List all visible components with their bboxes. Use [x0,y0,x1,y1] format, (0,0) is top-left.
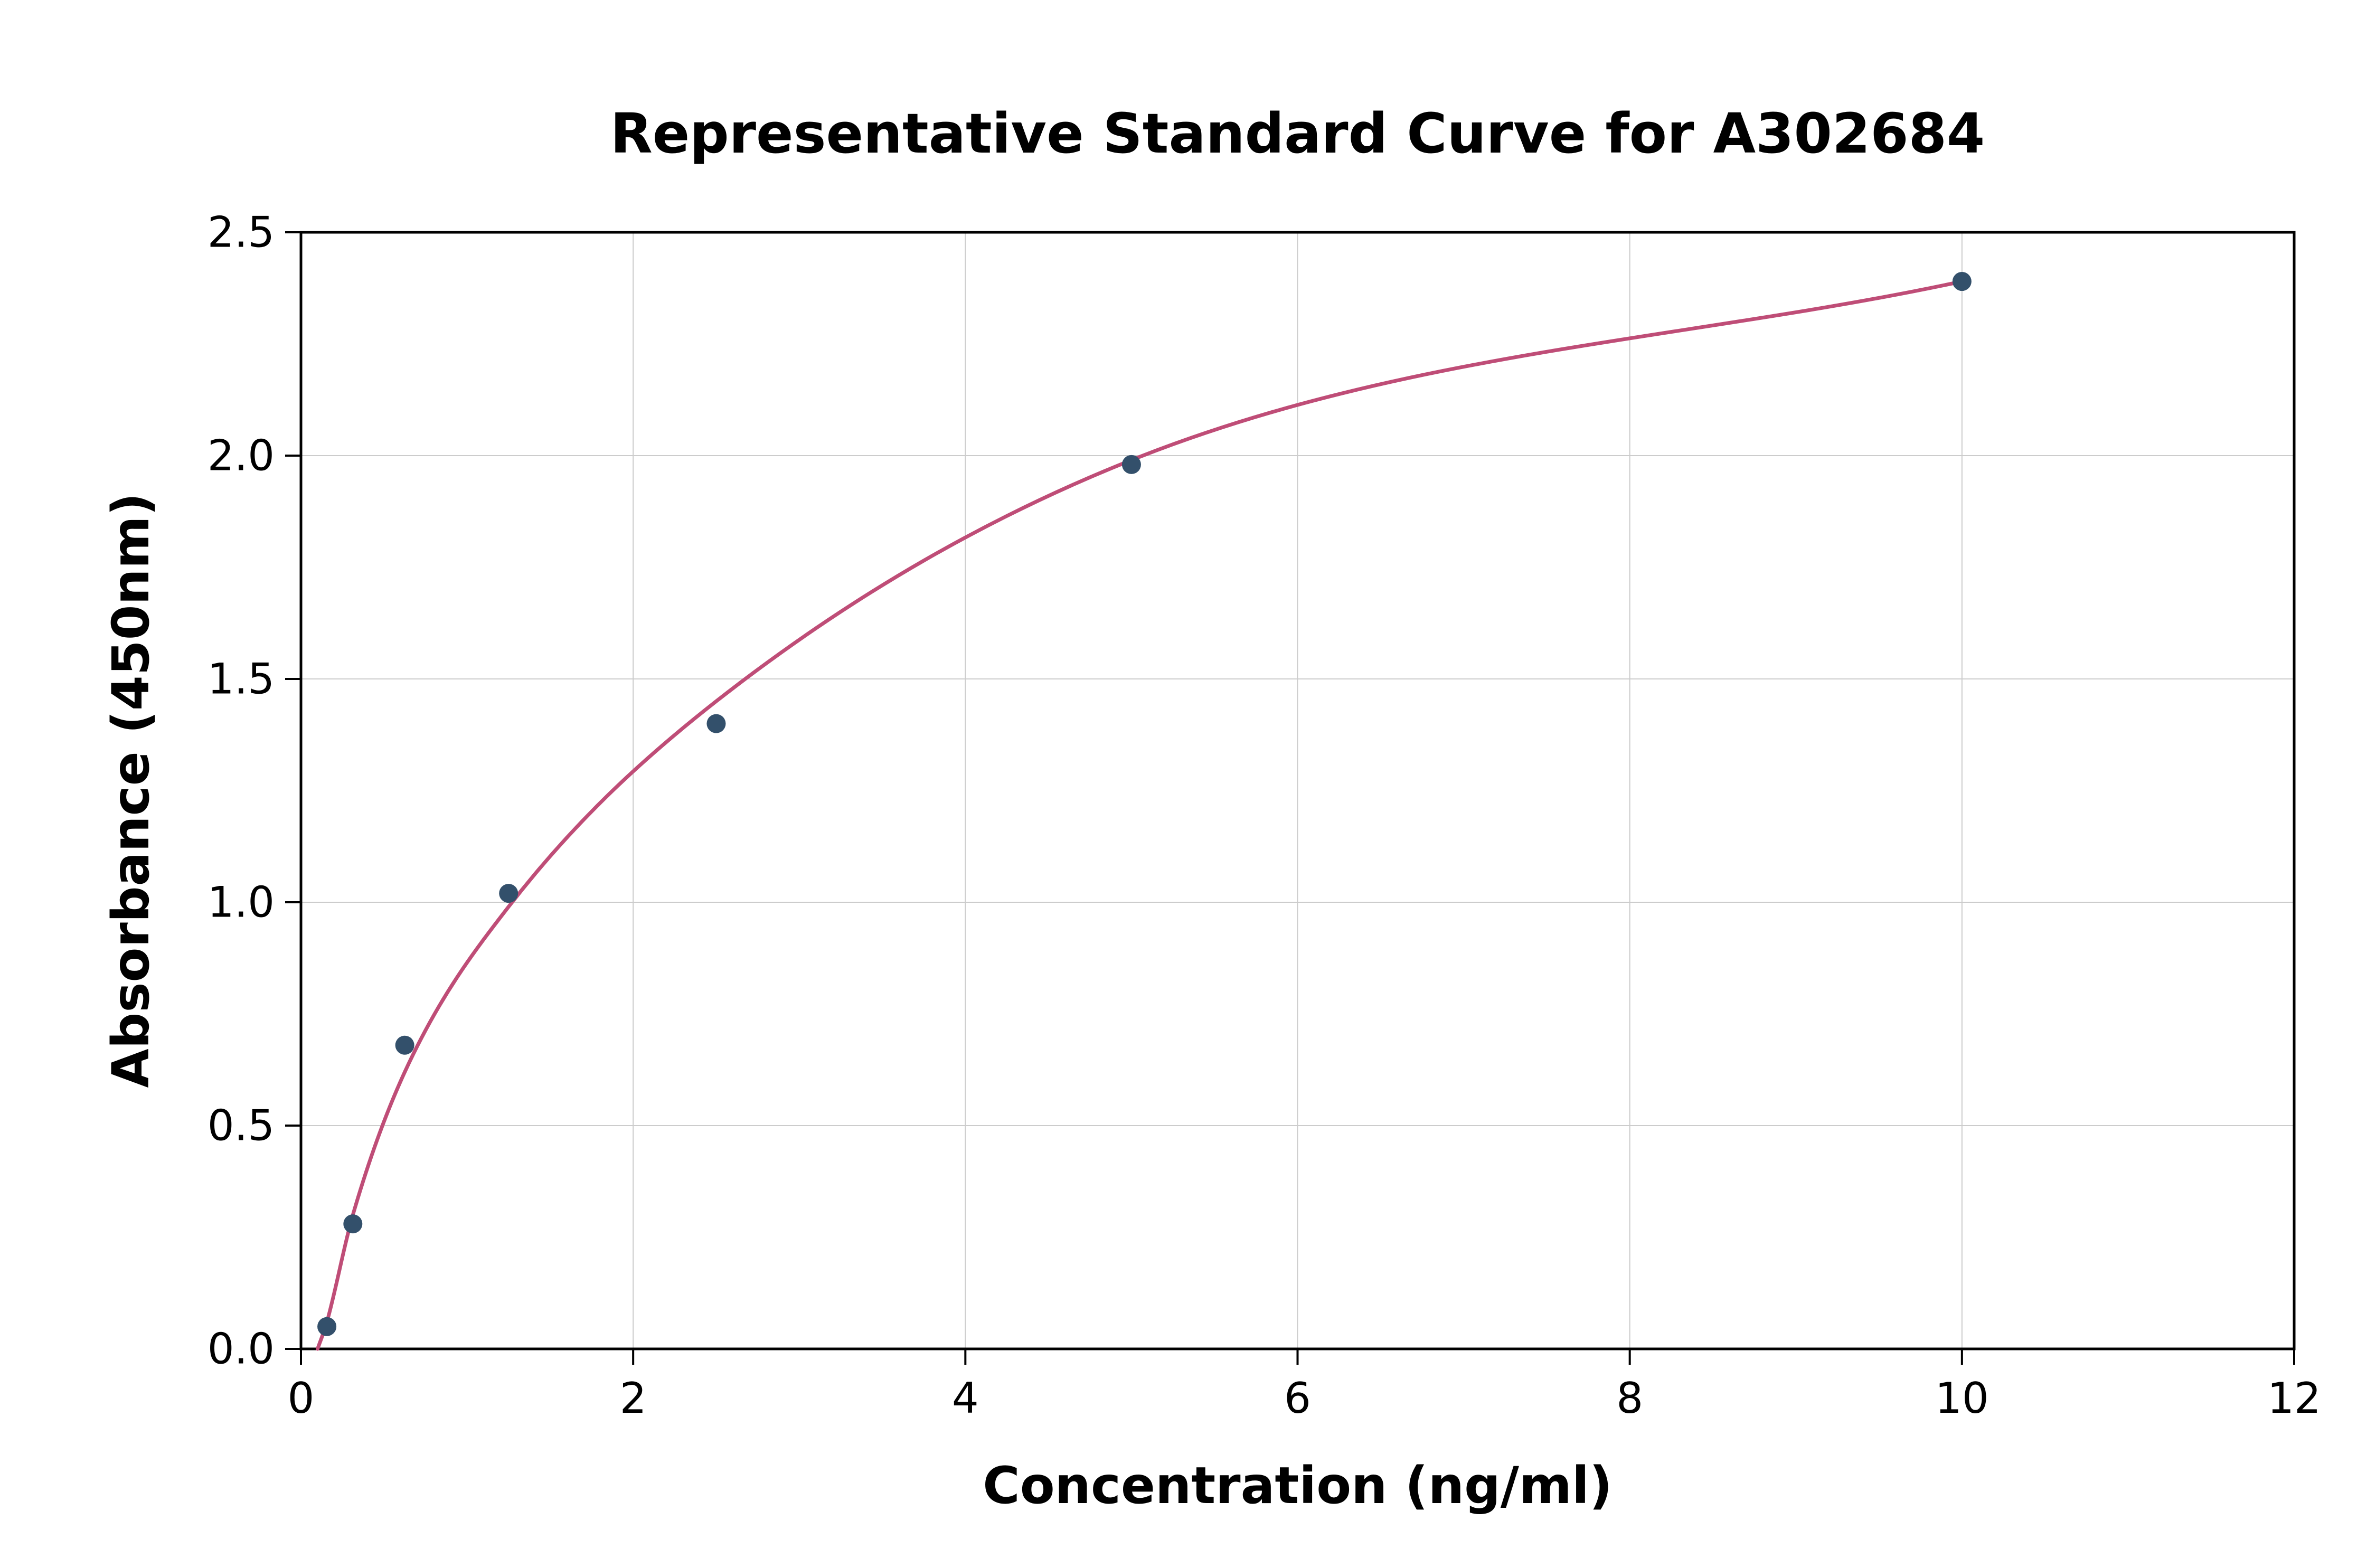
y-tick-label: 0.5 [207,1101,275,1150]
data-point [499,884,518,903]
x-tick-label: 4 [951,1374,979,1423]
y-tick-label: 1.0 [207,877,275,927]
x-tick-label: 10 [1935,1374,1989,1423]
x-axis-label: Concentration (ng/ml) [983,1456,1613,1515]
data-point [1121,455,1141,474]
y-tick-label: 2.5 [207,207,275,257]
chart-title: Representative Standard Curve for A30268… [610,101,1985,166]
x-tick-label: 0 [287,1374,315,1423]
data-point [1952,272,1972,291]
x-tick-label: 12 [2267,1374,2321,1423]
data-point [706,714,726,733]
y-tick-label: 0.0 [207,1324,275,1374]
x-tick-label: 8 [1616,1374,1644,1423]
x-tick-label: 2 [619,1374,647,1423]
y-tick-label: 1.5 [207,654,275,704]
plot-border [299,231,2296,1350]
fit-curve [315,279,1964,1351]
y-tick-label: 2.0 [207,431,275,480]
x-tick-label: 6 [1284,1374,1311,1423]
data-point [343,1214,363,1234]
data-point [395,1035,414,1055]
data-point [317,1317,337,1336]
